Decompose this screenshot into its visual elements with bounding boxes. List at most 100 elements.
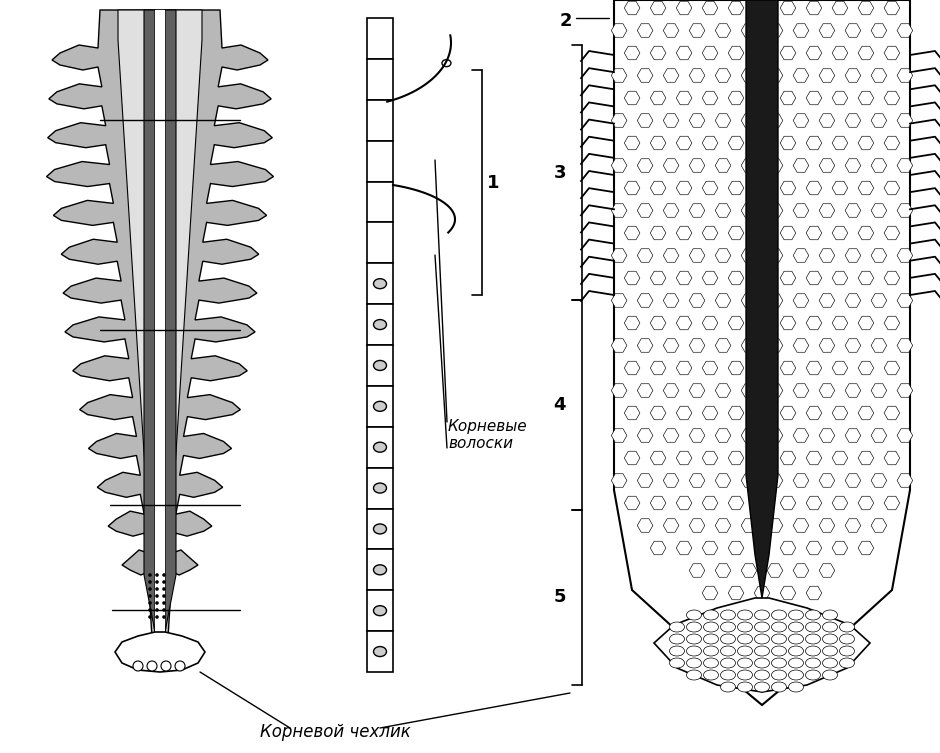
Polygon shape <box>115 632 205 672</box>
Polygon shape <box>664 69 679 82</box>
Polygon shape <box>624 451 640 465</box>
Polygon shape <box>611 204 627 218</box>
Circle shape <box>149 608 151 611</box>
Polygon shape <box>832 541 848 555</box>
Ellipse shape <box>373 605 386 616</box>
Polygon shape <box>754 316 770 330</box>
Polygon shape <box>845 384 861 398</box>
Polygon shape <box>832 451 848 465</box>
Polygon shape <box>650 2 666 15</box>
Circle shape <box>163 615 165 619</box>
Polygon shape <box>637 519 653 532</box>
Polygon shape <box>754 136 770 150</box>
Circle shape <box>163 587 165 591</box>
Polygon shape <box>742 248 757 262</box>
Polygon shape <box>650 91 666 105</box>
Polygon shape <box>715 24 730 37</box>
Polygon shape <box>664 248 679 262</box>
Ellipse shape <box>789 622 804 632</box>
Polygon shape <box>754 496 770 510</box>
Polygon shape <box>728 451 744 465</box>
Ellipse shape <box>839 658 854 668</box>
Polygon shape <box>767 114 783 127</box>
Polygon shape <box>650 136 666 150</box>
Circle shape <box>149 615 151 619</box>
Ellipse shape <box>772 610 787 620</box>
Polygon shape <box>742 114 757 127</box>
Circle shape <box>155 594 159 598</box>
Ellipse shape <box>839 634 854 644</box>
Polygon shape <box>858 541 873 555</box>
Polygon shape <box>780 181 796 195</box>
Polygon shape <box>728 2 744 15</box>
Polygon shape <box>611 69 627 82</box>
Polygon shape <box>728 316 744 330</box>
Ellipse shape <box>720 634 735 644</box>
Polygon shape <box>793 384 808 398</box>
Polygon shape <box>780 136 796 150</box>
Polygon shape <box>742 428 757 442</box>
Ellipse shape <box>686 646 701 656</box>
Polygon shape <box>118 10 202 640</box>
Polygon shape <box>858 136 873 150</box>
Polygon shape <box>793 519 808 532</box>
Ellipse shape <box>755 634 770 644</box>
Polygon shape <box>832 407 848 419</box>
Polygon shape <box>871 474 886 487</box>
Polygon shape <box>689 159 705 172</box>
Polygon shape <box>650 361 666 375</box>
Bar <box>367 631 393 672</box>
Polygon shape <box>664 114 679 127</box>
Ellipse shape <box>755 610 770 620</box>
Ellipse shape <box>772 622 787 632</box>
Ellipse shape <box>772 658 787 668</box>
Polygon shape <box>754 91 770 105</box>
Ellipse shape <box>686 622 701 632</box>
Polygon shape <box>728 496 744 510</box>
Polygon shape <box>871 24 886 37</box>
Polygon shape <box>689 384 705 398</box>
Polygon shape <box>885 361 900 375</box>
Polygon shape <box>767 654 783 667</box>
Bar <box>367 181 393 222</box>
Polygon shape <box>689 294 705 307</box>
Ellipse shape <box>669 634 684 644</box>
Polygon shape <box>611 474 627 487</box>
Polygon shape <box>754 587 770 599</box>
Text: 2: 2 <box>559 12 572 30</box>
Polygon shape <box>819 564 835 578</box>
Polygon shape <box>897 428 913 442</box>
Polygon shape <box>715 564 730 578</box>
Polygon shape <box>885 2 900 15</box>
Polygon shape <box>807 407 822 419</box>
Polygon shape <box>728 181 744 195</box>
Polygon shape <box>664 384 679 398</box>
Circle shape <box>149 581 151 584</box>
Polygon shape <box>832 226 848 239</box>
Polygon shape <box>650 271 666 285</box>
Polygon shape <box>885 316 900 330</box>
Polygon shape <box>155 10 165 648</box>
Polygon shape <box>637 248 653 262</box>
Polygon shape <box>702 587 718 599</box>
Polygon shape <box>676 91 692 105</box>
Polygon shape <box>624 316 640 330</box>
Ellipse shape <box>755 682 770 692</box>
Polygon shape <box>611 339 627 352</box>
Polygon shape <box>702 136 718 150</box>
Polygon shape <box>715 428 730 442</box>
Polygon shape <box>807 316 822 330</box>
Polygon shape <box>637 159 653 172</box>
Polygon shape <box>767 564 783 578</box>
Bar <box>367 264 393 304</box>
Polygon shape <box>767 24 783 37</box>
Polygon shape <box>728 46 744 59</box>
Polygon shape <box>689 428 705 442</box>
Polygon shape <box>858 407 873 419</box>
Polygon shape <box>624 226 640 239</box>
Polygon shape <box>819 24 835 37</box>
Polygon shape <box>664 159 679 172</box>
Ellipse shape <box>806 610 821 620</box>
Polygon shape <box>793 69 808 82</box>
Polygon shape <box>611 114 627 127</box>
